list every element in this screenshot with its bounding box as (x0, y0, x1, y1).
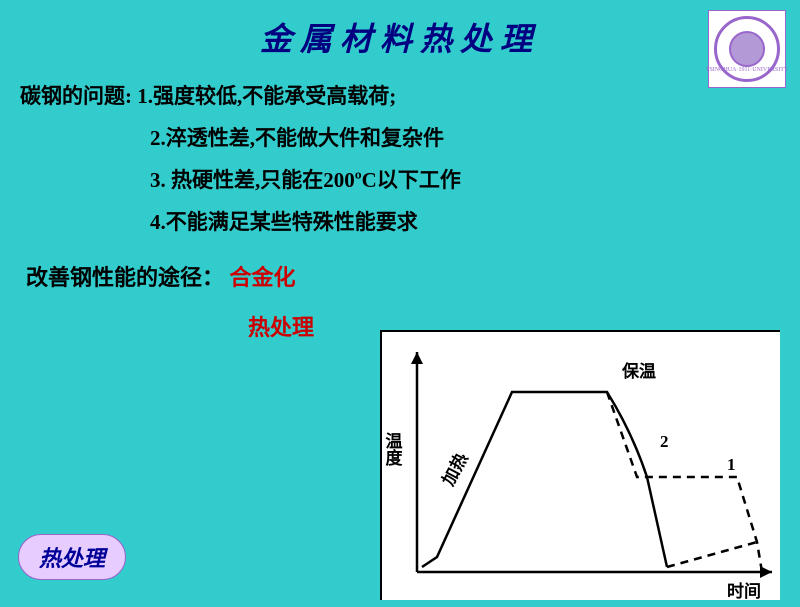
method-1: 合金化 (230, 265, 296, 290)
improve-line: 改善钢性能的途径： 合金化 (26, 260, 780, 292)
chart-svg: 时间 温度 加热 保温 1 2 (382, 332, 782, 602)
problem-2: 2.淬透性差,不能做大件和复杂件 (20, 122, 780, 152)
heating-label: 加热 (437, 449, 471, 489)
improve-label: 改善钢性能的途径： (26, 265, 224, 290)
y-axis-arrow-icon (411, 352, 423, 364)
problem-4: 4.不能满足某些特殊性能要求 (20, 206, 780, 236)
logo-text: TSINGHUA·1911·UNIVERSITY (706, 67, 788, 73)
university-logo: TSINGHUA·1911·UNIVERSITY (708, 10, 786, 88)
heat-treatment-chart: 时间 温度 加热 保温 1 2 (380, 330, 780, 600)
curve-dash-2 (667, 542, 757, 567)
intro-label: 碳钢的问题: (20, 84, 132, 108)
logo-ring: TSINGHUA·1911·UNIVERSITY (714, 16, 780, 82)
content-area: 碳钢的问题: 1.强度较低,不能承受高载荷; 2.淬透性差,不能做大件和复杂件 … (0, 60, 800, 342)
page-title: 金属材料热处理 (0, 0, 800, 60)
logo-center (729, 31, 765, 67)
x-axis-label: 时间 (727, 581, 761, 601)
curve-dash-1 (607, 392, 762, 572)
footer-badge: 热处理 (18, 534, 126, 580)
label-1: 1 (727, 455, 736, 474)
problem-1: 1.强度较低,不能承受高载荷; (137, 84, 396, 108)
intro-line: 碳钢的问题: 1.强度较低,不能承受高载荷; (20, 80, 780, 110)
y-axis-label: 温度 (383, 432, 403, 467)
label-2: 2 (660, 432, 669, 451)
problem-3: 3. 热硬性差,只能在200ºC以下工作 (20, 164, 780, 194)
hold-label: 保温 (621, 361, 656, 381)
